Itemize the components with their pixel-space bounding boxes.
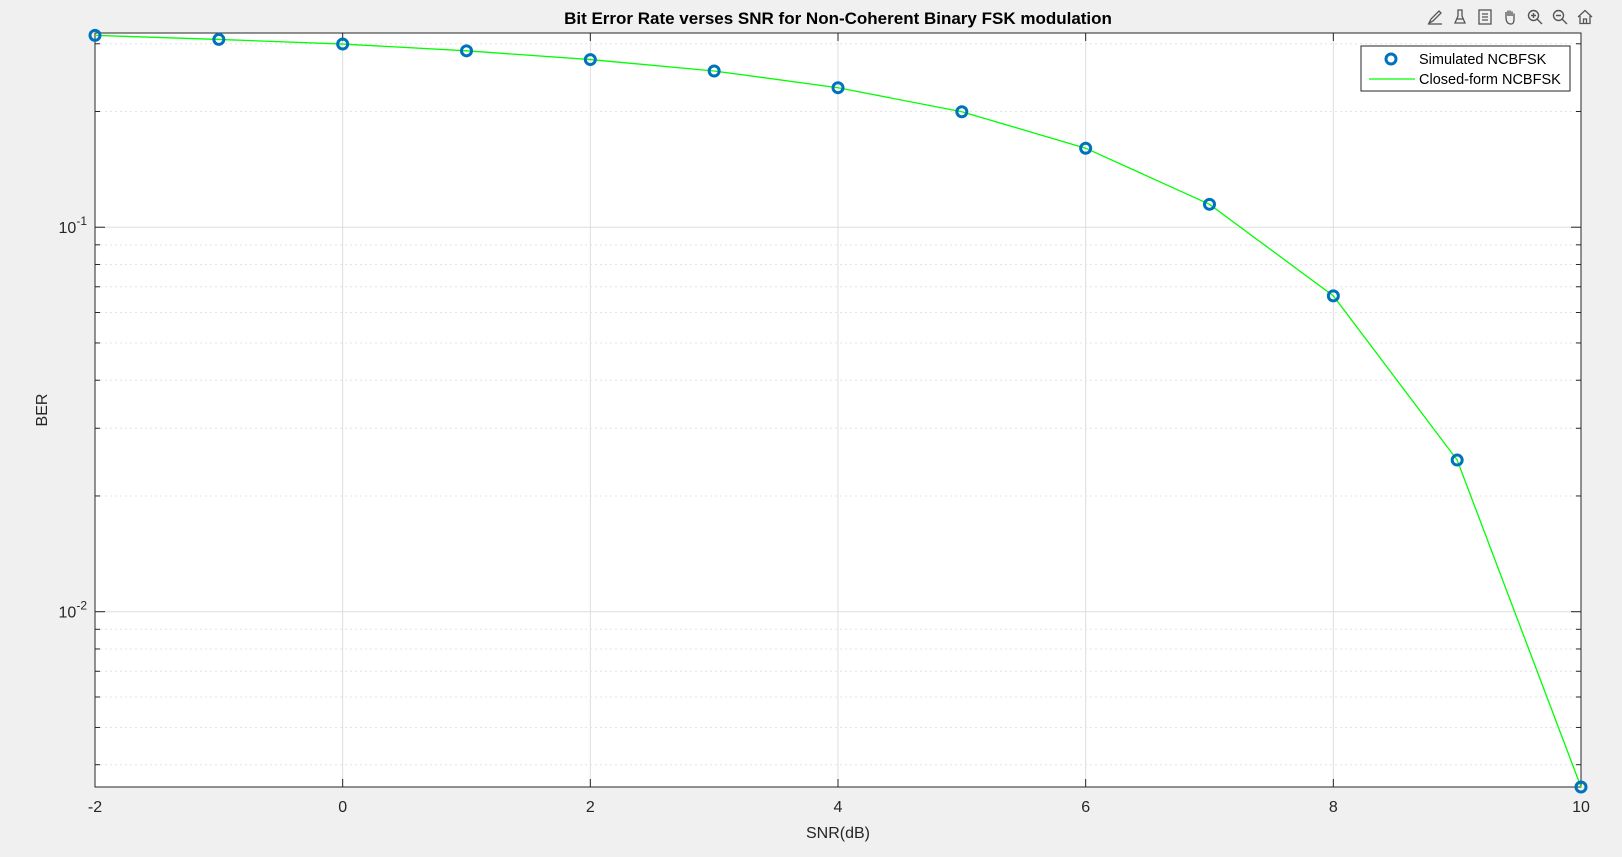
series [88, 28, 1588, 794]
simulated-marker [1203, 197, 1216, 211]
simulated-marker [212, 32, 226, 46]
y-axis-label: BER [34, 394, 51, 427]
x-tick-label: 10 [1572, 799, 1590, 816]
closed-form-line [94, 34, 1582, 788]
simulated-marker [707, 64, 721, 78]
y-tick-label: 10-1 [59, 214, 88, 237]
zoom-out-icon[interactable] [1549, 6, 1571, 28]
axes-toolbar [1424, 6, 1596, 28]
x-tick-label: -2 [88, 799, 102, 816]
data-tips-icon[interactable] [1449, 6, 1471, 28]
chart-title: Bit Error Rate verses SNR for Non-Cohere… [564, 9, 1112, 28]
legend-label-closed-form: Closed-form NCBFSK [1419, 72, 1561, 88]
x-tick-label: 2 [586, 799, 595, 816]
simulated-marker [1450, 453, 1464, 467]
simulated-marker [583, 53, 597, 67]
x-tick-label: 0 [338, 799, 347, 816]
x-tick-label: 8 [1329, 799, 1338, 816]
legend-marker-simulated [1384, 52, 1398, 66]
simulated-marker [88, 28, 102, 42]
simulated-marker [336, 37, 350, 51]
simulated-marker [1079, 141, 1093, 155]
simulated-marker [460, 44, 473, 58]
simulated-marker [955, 105, 969, 119]
zoom-in-icon[interactable] [1524, 6, 1546, 28]
x-tick-label: 4 [834, 799, 843, 816]
x-axis-label: SNR(dB) [806, 825, 870, 842]
y-tick-label: 10-2 [59, 599, 88, 622]
simulated-marker [831, 81, 845, 95]
pan-icon[interactable] [1499, 6, 1521, 28]
legend-box [1360, 45, 1571, 92]
x-tick-label: 6 [1081, 799, 1090, 816]
legend-label-simulated: Simulated NCBFSK [1419, 52, 1547, 68]
brush-icon[interactable] [1424, 6, 1446, 28]
home-icon[interactable] [1574, 6, 1596, 28]
simulated-marker [1574, 780, 1588, 794]
legend[interactable]: Simulated NCBFSK Closed-form NCBFSK [1360, 45, 1571, 92]
simulated-marker [1326, 289, 1340, 303]
legend-icon[interactable] [1474, 6, 1496, 28]
